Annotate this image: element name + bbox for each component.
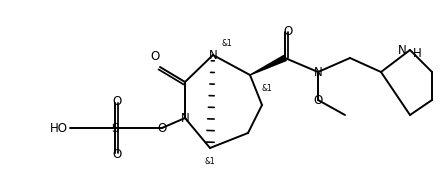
Text: &1: &1 bbox=[262, 84, 273, 93]
Text: O: O bbox=[313, 94, 323, 107]
Text: O: O bbox=[150, 50, 159, 62]
Text: O: O bbox=[157, 122, 167, 134]
Text: O: O bbox=[113, 148, 122, 162]
Text: HO: HO bbox=[50, 122, 68, 134]
Text: N: N bbox=[314, 65, 323, 79]
Text: O: O bbox=[284, 24, 293, 38]
Text: N: N bbox=[209, 48, 218, 62]
Text: H: H bbox=[413, 47, 422, 60]
Text: &1: &1 bbox=[222, 39, 233, 47]
Text: O: O bbox=[113, 94, 122, 108]
Text: N: N bbox=[181, 111, 189, 125]
Text: S: S bbox=[111, 122, 119, 134]
Text: N: N bbox=[398, 44, 407, 56]
Polygon shape bbox=[250, 56, 286, 75]
Text: &1: &1 bbox=[205, 157, 215, 166]
